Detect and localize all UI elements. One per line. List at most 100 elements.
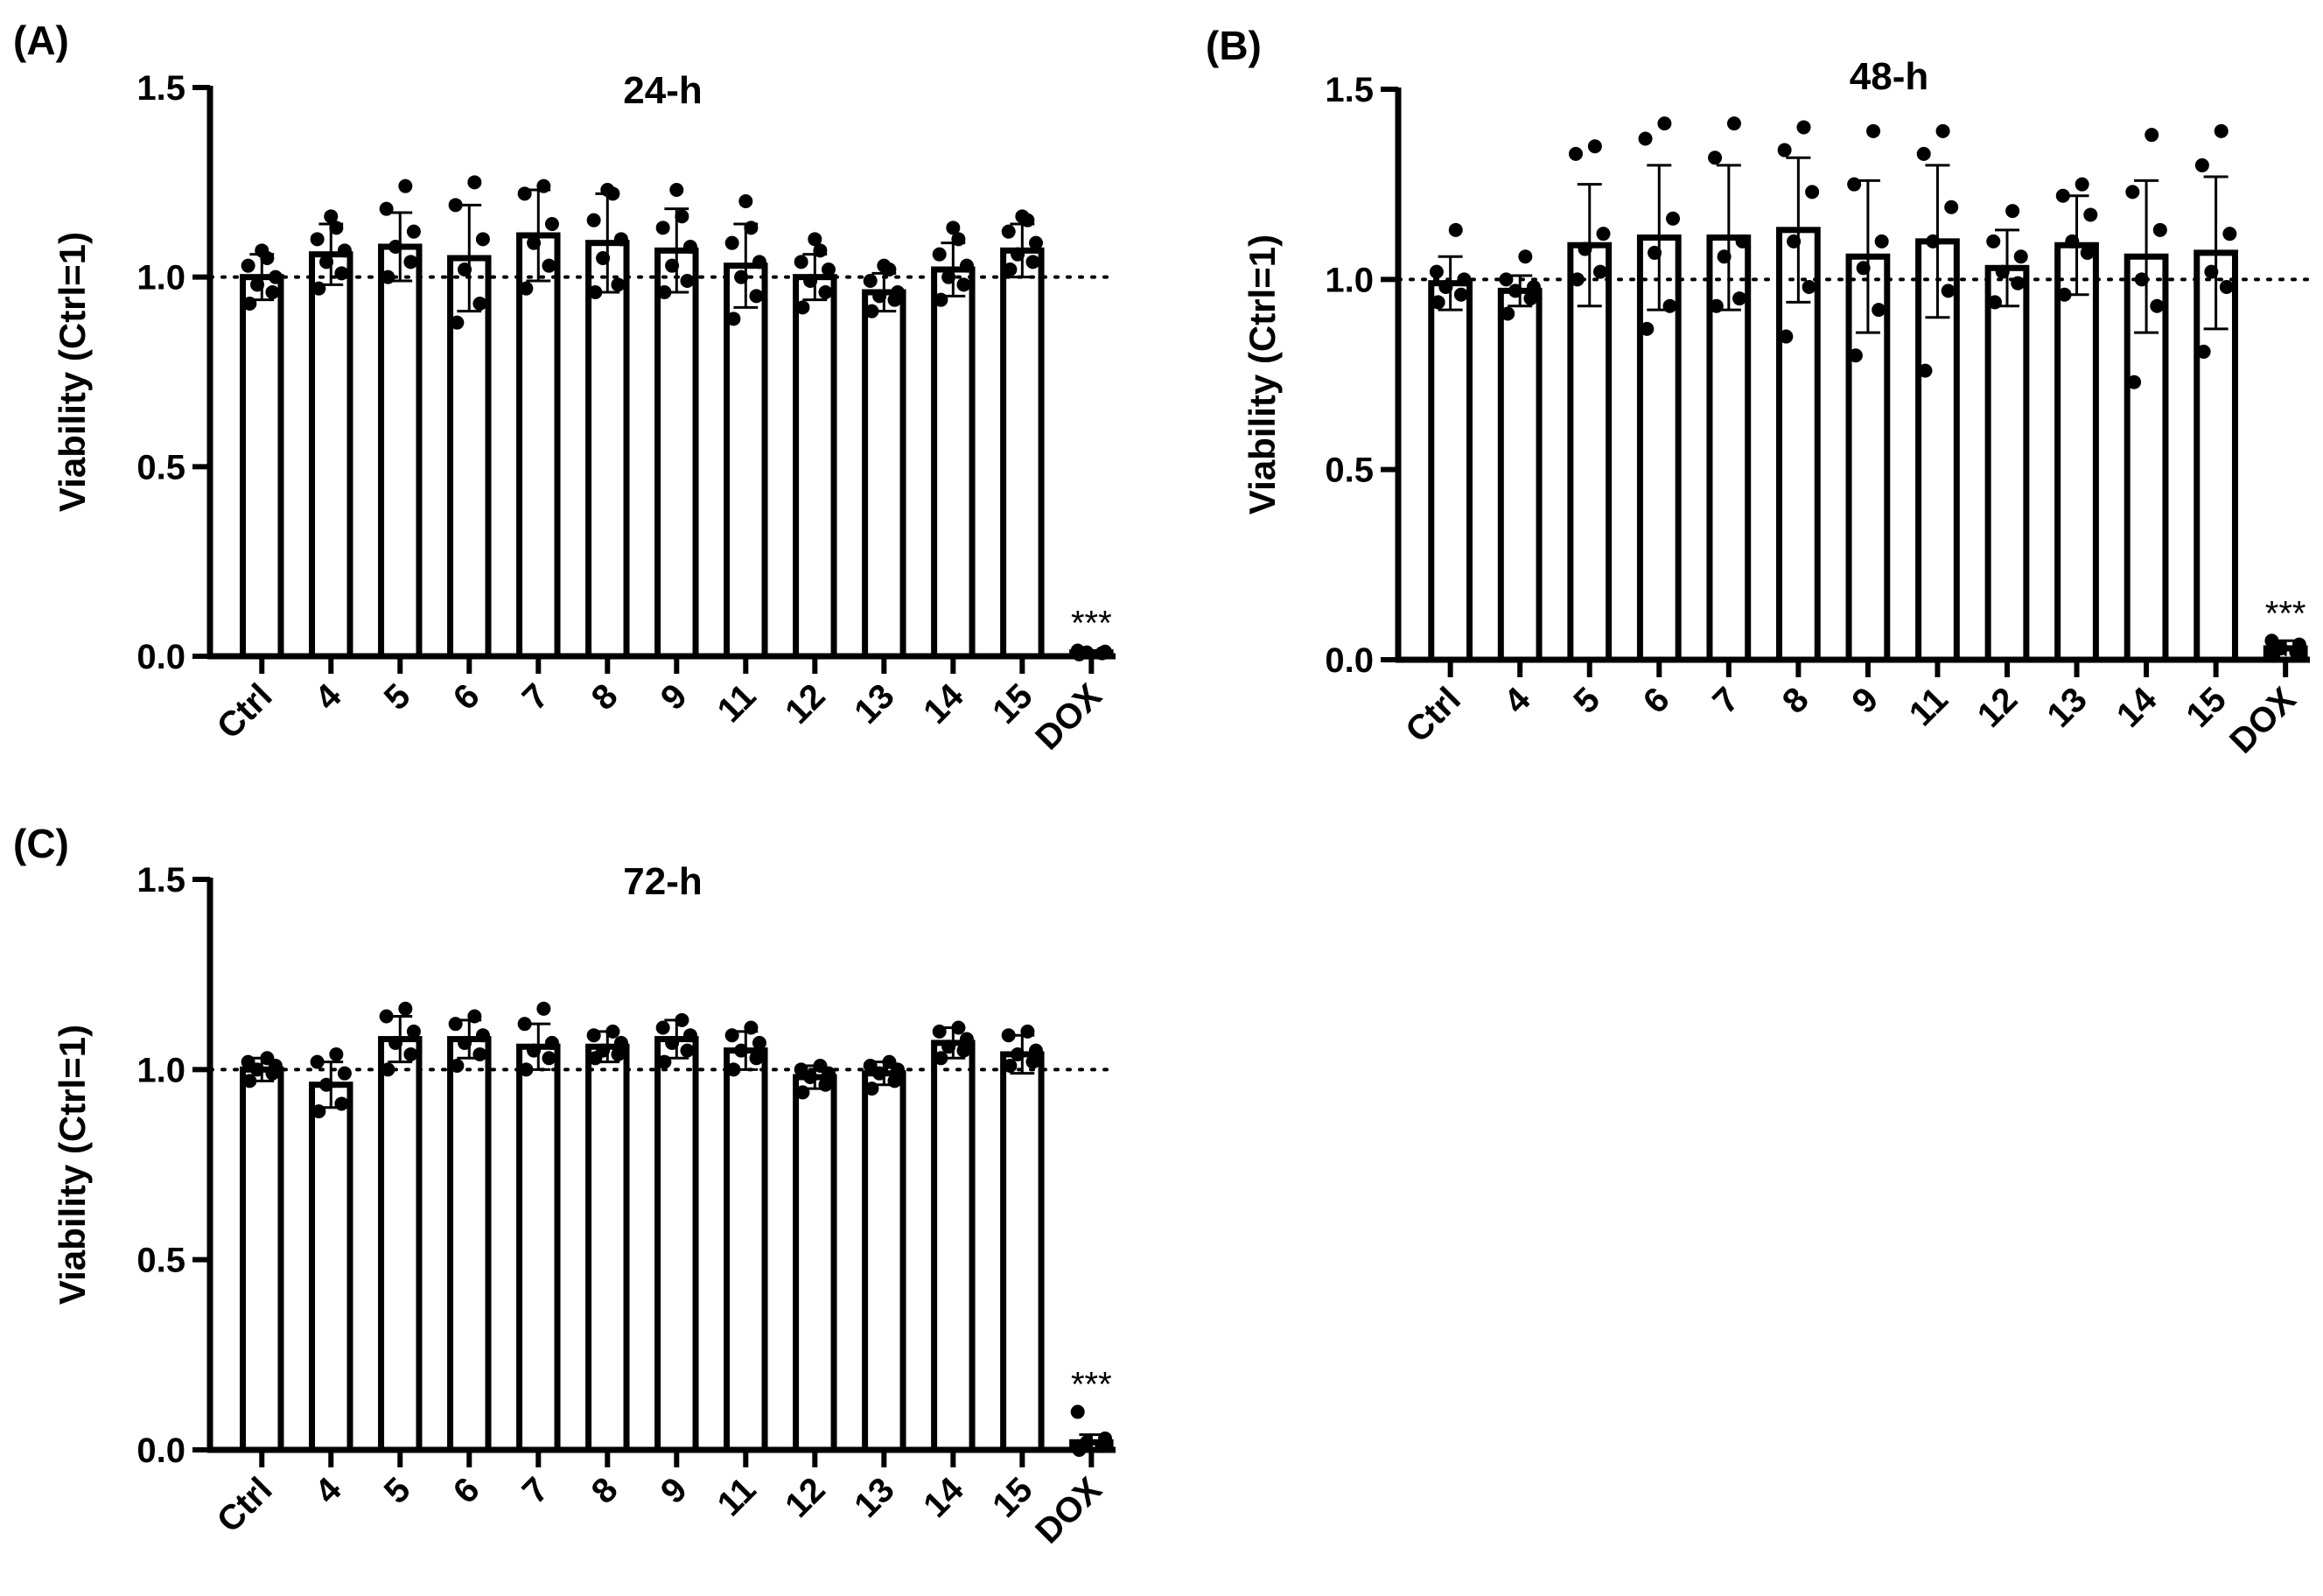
data-point (519, 1062, 534, 1077)
data-point (934, 292, 948, 307)
data-point (596, 1043, 611, 1058)
data-point (2080, 245, 2095, 260)
bar-Ctrl (240, 274, 284, 660)
data-point (544, 1035, 559, 1050)
data-point (1735, 234, 1750, 248)
data-point (2055, 188, 2070, 203)
data-point (611, 277, 626, 292)
data-point (1926, 234, 1941, 248)
data-point (596, 251, 611, 265)
data-point (951, 1020, 966, 1035)
data-point (2273, 640, 2288, 655)
data-point (475, 232, 490, 247)
data-point (586, 213, 601, 228)
data-point (527, 1043, 542, 1058)
data-point (1787, 234, 1802, 248)
y-tick-label: 0.0 (1325, 641, 1374, 680)
data-point (1709, 298, 1724, 313)
bar-13 (862, 289, 906, 660)
data-point (734, 270, 749, 284)
data-point (657, 285, 672, 299)
bar-8 (585, 240, 630, 660)
significance-marker: *** (1071, 1366, 1112, 1404)
data-point (744, 1020, 759, 1035)
bar-12 (1984, 264, 2030, 663)
data-point (1070, 1404, 1085, 1419)
data-point (1028, 235, 1043, 250)
data-point (1872, 303, 1886, 318)
data-point (611, 1046, 626, 1061)
y-tick-label: 0.0 (136, 638, 185, 676)
data-point (2005, 204, 2020, 219)
data-point (1874, 234, 1889, 248)
data-point (932, 1024, 947, 1039)
bar-14 (931, 266, 976, 660)
data-point (655, 220, 670, 235)
x-tick-label: 7 (515, 1470, 556, 1511)
data-point (863, 274, 878, 288)
bar-12 (793, 1074, 837, 1453)
x-tick-label: 11 (710, 676, 764, 730)
data-point (2219, 280, 2234, 295)
bar-7 (516, 1043, 561, 1453)
x-tick-label: 13 (847, 1470, 902, 1525)
data-point (1003, 262, 1018, 276)
data-point (1941, 284, 1956, 298)
x-tick-label: 11 (1902, 680, 1956, 733)
x-tick-label: 5 (377, 1470, 418, 1511)
y-tick-label: 1.0 (1325, 261, 1374, 299)
x-tick-label: 12 (778, 676, 833, 732)
data-point (472, 297, 487, 311)
data-point (657, 1054, 672, 1069)
data-point (613, 232, 628, 247)
x-tick-label: 7 (515, 676, 556, 718)
data-point (324, 209, 339, 224)
data-point (388, 240, 403, 254)
data-point (1020, 1024, 1035, 1039)
data-point (2134, 272, 2149, 287)
data-point (1802, 280, 1816, 295)
x-tick-label: 4 (308, 676, 349, 718)
data-point (536, 1001, 551, 1016)
bar-14 (931, 1040, 976, 1453)
x-tick-label: 14 (916, 676, 971, 732)
data-point (544, 217, 559, 231)
x-tick-label: 15 (985, 1470, 1040, 1525)
data-point (242, 297, 257, 311)
bar-5 (378, 243, 423, 660)
data-point (813, 243, 828, 258)
data-point (959, 1032, 974, 1046)
x-tick-label: 7 (1705, 680, 1746, 721)
data-point (311, 1104, 326, 1119)
data-point (680, 274, 695, 288)
data-point (1587, 139, 1602, 154)
data-point (1568, 146, 1583, 161)
data-point (542, 258, 556, 273)
data-point (932, 247, 947, 262)
data-point (1438, 280, 1453, 295)
data-point (665, 258, 680, 273)
data-point (1448, 222, 1463, 237)
data-point (268, 270, 283, 284)
data-point (1805, 185, 1820, 200)
data-point (1662, 298, 1677, 313)
x-tick-label: 12 (778, 1470, 833, 1525)
data-point (2292, 637, 2306, 652)
data-point (260, 1051, 275, 1066)
data-point (946, 220, 961, 235)
data-point (1578, 242, 1592, 256)
data-point (467, 175, 482, 190)
data-point (818, 1077, 833, 1092)
data-point (864, 1082, 879, 1096)
panel-c: (C) 72-h Viability (Ctrl=1) 0.0 0.5 1.0 1.5 Ctr… (0, 796, 1164, 1596)
panel-label: (A) (13, 18, 69, 63)
data-point (403, 255, 418, 270)
data-point (329, 220, 344, 235)
data-point (1847, 177, 1862, 192)
data-point (1648, 245, 1662, 260)
data-point (467, 1009, 482, 1024)
data-point (1717, 249, 1732, 264)
data-point (941, 1040, 956, 1054)
bar-Ctrl (1428, 280, 1473, 663)
x-tick-label: DOX (1028, 1470, 1109, 1551)
